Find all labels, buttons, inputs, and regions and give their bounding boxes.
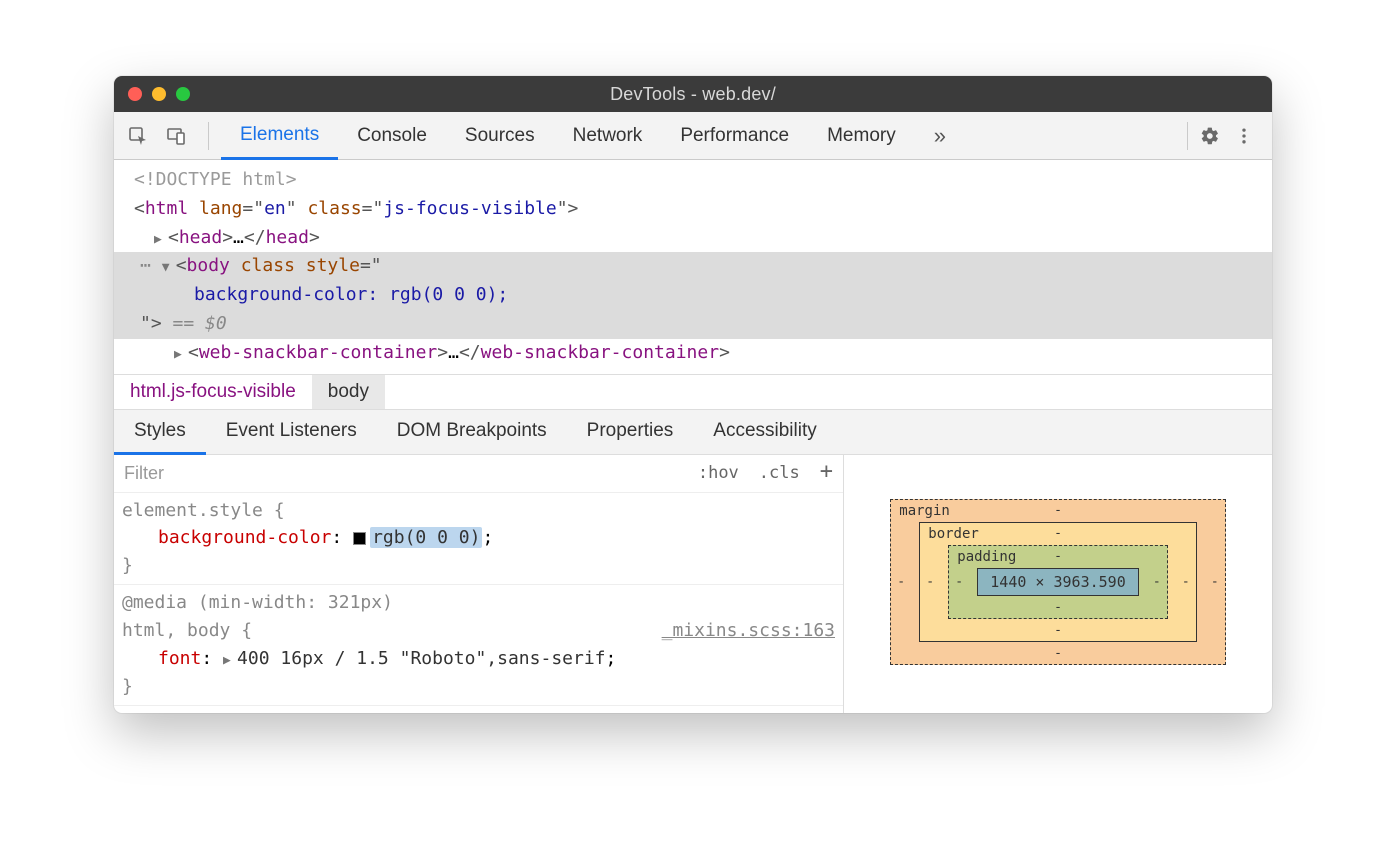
window-title: DevTools - web.dev/ [610, 84, 776, 105]
box-model-padding[interactable]: padding - - - - 1440 × 3963.590 [948, 545, 1167, 619]
close-window-button[interactable] [128, 87, 142, 101]
settings-icon[interactable] [1198, 124, 1222, 148]
tab-memory[interactable]: Memory [808, 112, 915, 159]
box-model-pane: margin - - - - border - - - - padding - … [844, 455, 1272, 713]
styles-filter-input[interactable] [114, 455, 688, 492]
tab-console[interactable]: Console [338, 112, 446, 159]
styles-pane: :hov .cls + element.style { background-c… [114, 455, 844, 713]
breadcrumb-body[interactable]: body [312, 375, 385, 409]
tab-network[interactable]: Network [554, 112, 662, 159]
source-link[interactable]: _mixins.scss:163 [662, 617, 835, 645]
hov-button[interactable]: :hov [688, 457, 749, 489]
box-model-border[interactable]: border - - - - padding - - - - 1440 × 39… [919, 522, 1196, 642]
kebab-menu-icon[interactable] [1232, 124, 1256, 148]
subtab-dom-breakpoints[interactable]: DOM Breakpoints [377, 410, 567, 454]
cls-button[interactable]: .cls [749, 457, 810, 489]
color-swatch-icon[interactable] [353, 532, 366, 545]
doctype-node: <!DOCTYPE html> [134, 169, 297, 190]
window-controls [128, 87, 190, 101]
inspect-element-icon[interactable] [126, 124, 150, 148]
tab-performance[interactable]: Performance [661, 112, 808, 159]
tab-sources[interactable]: Sources [446, 112, 554, 159]
breadcrumb: html.js-focus-visible body [114, 374, 1272, 409]
style-rule-media[interactable]: @media (min-width: 321px) html, body {_m… [114, 585, 843, 706]
styles-subtabs: Styles Event Listeners DOM Breakpoints P… [114, 409, 1272, 455]
main-toolbar: Elements Console Sources Network Perform… [114, 112, 1272, 160]
snackbar-node[interactable]: ▶<web-snackbar-container>…</web-snackbar… [114, 339, 1272, 368]
breadcrumb-html[interactable]: html.js-focus-visible [114, 375, 312, 409]
subtab-event-listeners[interactable]: Event Listeners [206, 410, 377, 454]
box-model-content[interactable]: 1440 × 3963.590 [977, 568, 1138, 596]
devtools-window: DevTools - web.dev/ Elements Console Sou… [114, 76, 1272, 713]
style-rule-element[interactable]: element.style { background-color: rgb(0 … [114, 493, 843, 586]
minimize-window-button[interactable] [152, 87, 166, 101]
subtab-styles[interactable]: Styles [114, 410, 206, 455]
elements-tree: <!DOCTYPE html> <html lang="en" class="j… [114, 160, 1272, 374]
tabs-overflow-button[interactable]: » [915, 112, 965, 159]
tab-elements[interactable]: Elements [221, 113, 338, 160]
lower-pane: :hov .cls + element.style { background-c… [114, 455, 1272, 713]
titlebar: DevTools - web.dev/ [114, 76, 1272, 112]
panel-tabs: Elements Console Sources Network Perform… [221, 112, 965, 159]
box-model-margin[interactable]: margin - - - - border - - - - padding - … [890, 499, 1225, 665]
zoom-window-button[interactable] [176, 87, 190, 101]
subtab-accessibility[interactable]: Accessibility [693, 410, 836, 454]
html-node[interactable]: <html lang="en" class="js-focus-visible"… [114, 195, 1272, 224]
new-rule-button[interactable]: + [810, 457, 843, 490]
subtab-properties[interactable]: Properties [567, 410, 694, 454]
body-node-selected[interactable]: ⋯ ▼<body class style=" background-color:… [114, 252, 1272, 338]
device-toolbar-icon[interactable] [164, 124, 188, 148]
head-node[interactable]: ▶<head>…</head> [114, 224, 1272, 253]
